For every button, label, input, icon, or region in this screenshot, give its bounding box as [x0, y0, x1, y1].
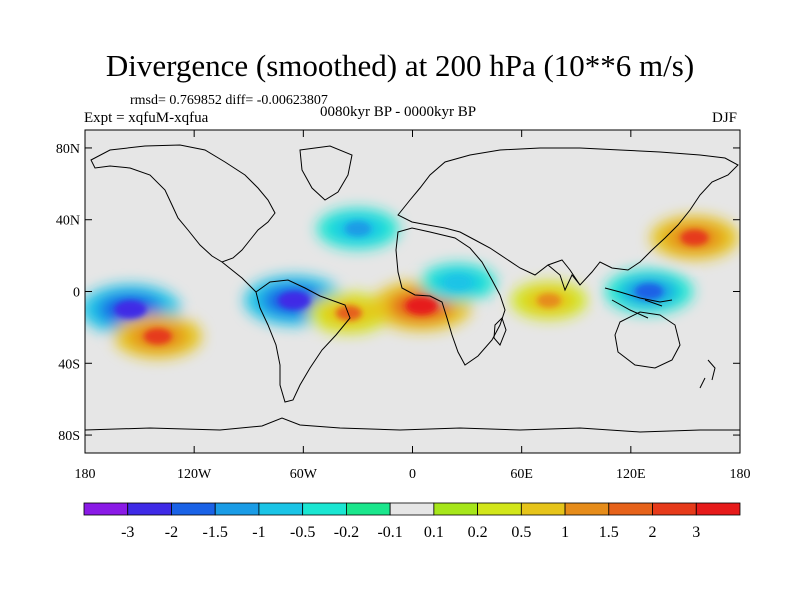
colorbar-label: 2: [649, 524, 657, 541]
colorbar-box: [171, 502, 216, 516]
brazil-divergence: [335, 305, 362, 321]
x-tick-label: 180: [75, 467, 96, 482]
y-tick-label: 0: [73, 286, 80, 301]
colorbar-box: [520, 502, 566, 516]
colorbar-box: [608, 502, 653, 516]
eurasia-coast: [397, 147, 739, 286]
africa-coast: [395, 227, 506, 366]
amazon-convergence: [278, 291, 311, 310]
colorbar-label: -2: [165, 524, 178, 541]
maritime-continent-convergence: [635, 283, 664, 300]
colorbar-box: [83, 502, 129, 516]
colorbar-box: [652, 502, 697, 516]
north-pacific-divergence: [680, 229, 709, 246]
colorbar-label: 1.5: [599, 524, 619, 541]
colorbar-label: -1: [252, 524, 265, 541]
colorbar-label: -3: [121, 524, 134, 541]
colorbar-label: -1.5: [203, 524, 228, 541]
maritime-continent-coast: [604, 287, 673, 319]
indian-peninsula-coast: [547, 264, 581, 292]
madagascar-coast: [493, 317, 507, 346]
x-tick-label: 60W: [290, 467, 318, 482]
coastlines: [85, 144, 740, 433]
north-america-coast: [90, 144, 276, 263]
x-axis: 180 120W 60W 0 60E 120E 180: [75, 130, 751, 482]
season-label: DJF: [712, 110, 738, 126]
colorbar-box: [302, 502, 347, 516]
colorbar-box: [258, 502, 304, 516]
colorbar-box: [127, 502, 172, 516]
chart-title: Divergence (smoothed) at 200 hPa (10**6 …: [105, 48, 695, 83]
gulf-guinea-divergence: [405, 296, 438, 315]
x-tick-label: 180: [730, 467, 751, 482]
y-axis: 80N 40N 0 40S 80S: [56, 142, 740, 444]
y-tick-label: 80S: [58, 429, 80, 444]
new-zealand-coast: [699, 359, 716, 389]
x-tick-label: 120E: [616, 467, 646, 482]
colorbar-box: [214, 502, 260, 516]
colorbar-label: 0.5: [511, 524, 531, 541]
colorbar-box: [389, 502, 435, 516]
central-america-coast: [221, 261, 257, 293]
colorbar-label: 1: [561, 524, 569, 541]
australia-coast: [614, 311, 681, 369]
south-pacific-divergence: [143, 328, 172, 345]
colorbar: -3 -2 -1.5 -1 -0.5 -0.2 -0.1 0.1 0.2 0.5 1 1.5 2 3: [83, 502, 741, 541]
colorbar-label: 3: [692, 524, 700, 541]
experiment-label: Expt = xqfuM-xqfua: [84, 110, 209, 126]
colorbar-box: [564, 502, 610, 516]
colorbar-label: 0.1: [424, 524, 444, 541]
x-tick-label: 60E: [510, 467, 533, 482]
stats-text: rmsd= 0.769852 diff= -0.00623807: [130, 93, 328, 108]
y-tick-label: 80N: [56, 142, 80, 157]
indian-ocean-divergence: [536, 293, 561, 308]
colorbar-label: 0.2: [468, 524, 488, 541]
period-label: 0080kyr BP - 0000kyr BP: [320, 104, 477, 120]
africa-convergence: [445, 275, 470, 290]
x-tick-label: 120W: [177, 467, 212, 482]
y-tick-label: 40S: [58, 357, 80, 372]
colorbar-label: -0.5: [290, 524, 315, 541]
y-tick-label: 40N: [56, 214, 80, 229]
divergence-field: [85, 208, 739, 359]
antarctica-coast: [85, 417, 740, 433]
north-atlantic-convergence: [344, 221, 371, 237]
x-tick-label: 0: [409, 467, 416, 482]
south-america-coast: [255, 279, 351, 403]
colorbar-label: -0.2: [334, 524, 359, 541]
central-pacific-convergence: [114, 300, 147, 319]
colorbar-box: [345, 502, 391, 516]
colorbar-box: [695, 502, 741, 516]
colorbar-label: -0.1: [377, 524, 402, 541]
greenland-coast: [299, 145, 353, 201]
colorbar-box: [477, 502, 522, 516]
colorbar-box: [433, 502, 479, 516]
